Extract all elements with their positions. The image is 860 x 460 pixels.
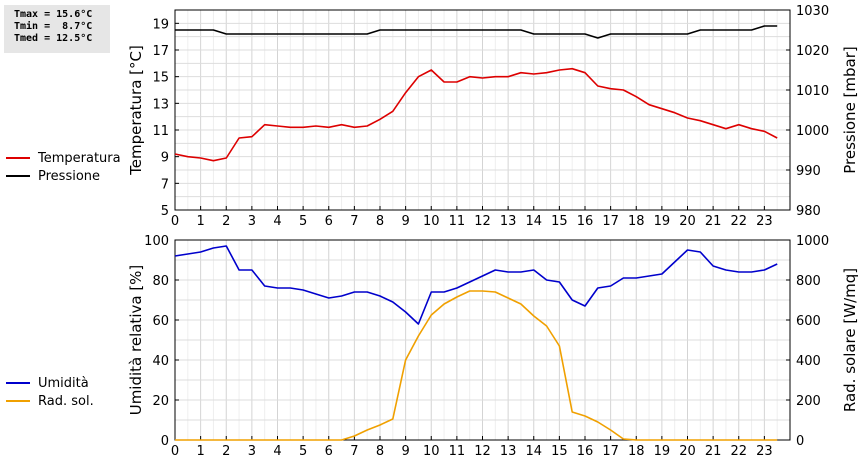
y-tick-label: 13: [152, 97, 169, 112]
x-tick-label: 20: [679, 444, 696, 459]
series-line-1: [175, 290, 778, 441]
x-tick-label: 3: [248, 444, 256, 459]
x-tick-label: 12: [474, 214, 491, 229]
stats-box: Tmax = 15.6°C Tmin = 8.7°C Tmed = 12.5°C: [4, 5, 110, 53]
x-tick-label: 18: [628, 444, 645, 459]
y2-axis-label: Rad. solare [W/mq]: [841, 268, 859, 412]
x-tick-label: 21: [705, 444, 722, 459]
y2-tick-label: 1000: [796, 124, 829, 139]
y2-tick-label: 1000: [796, 234, 829, 249]
x-tick-label: 14: [525, 214, 542, 229]
series-line-0: [174, 245, 778, 325]
y-tick-label: 100: [144, 234, 169, 249]
x-tick-label: 19: [654, 444, 671, 459]
y-tick-label: 80: [152, 274, 169, 289]
y-tick-label: 17: [152, 44, 169, 59]
x-tick-label: 8: [376, 214, 384, 229]
x-tick-label: 19: [654, 214, 671, 229]
tmax-text: Tmax = 15.6°C: [14, 9, 93, 20]
y-tick-label: 20: [152, 394, 169, 409]
x-tick-label: 4: [273, 444, 281, 459]
legend-label: Rad. sol.: [38, 394, 94, 409]
x-tick-label: 21: [705, 214, 722, 229]
x-tick-label: 22: [730, 444, 747, 459]
x-tick-label: 10: [423, 214, 440, 229]
x-tick-label: 13: [500, 444, 517, 459]
x-tick-label: 8: [376, 444, 384, 459]
x-tick-label: 9: [401, 214, 409, 229]
y-tick-label: 7: [161, 177, 169, 192]
x-tick-label: 0: [171, 214, 179, 229]
x-tick-label: 6: [325, 214, 333, 229]
y-axis-label: Temperatura [°C]: [127, 45, 145, 176]
x-tick-label: 4: [273, 214, 281, 229]
x-tick-label: 5: [299, 444, 307, 459]
x-tick-label: 7: [350, 444, 358, 459]
x-tick-label: 18: [628, 214, 645, 229]
x-tick-label: 23: [756, 444, 773, 459]
x-tick-label: 11: [449, 214, 466, 229]
y2-tick-label: 1010: [796, 84, 829, 99]
x-tick-label: 1: [196, 214, 204, 229]
y-tick-label: 40: [152, 354, 169, 369]
y2-tick-label: 1030: [796, 4, 829, 19]
x-tick-label: 16: [577, 444, 594, 459]
y2-tick-label: 0: [796, 434, 804, 449]
x-tick-label: 6: [325, 444, 333, 459]
y-tick-label: 9: [161, 151, 169, 166]
x-tick-label: 15: [551, 214, 568, 229]
legend-label: Temperatura: [37, 151, 121, 166]
y2-tick-label: 980: [796, 204, 821, 219]
y-tick-label: 60: [152, 314, 169, 329]
x-tick-label: 17: [602, 214, 619, 229]
y2-axis-label: Pressione [mbar]: [841, 46, 859, 174]
x-tick-label: 2: [222, 214, 230, 229]
tmed-text: Tmed = 12.5°C: [14, 33, 93, 44]
x-tick-label: 3: [248, 214, 256, 229]
x-tick-label: 22: [730, 214, 747, 229]
x-tick-label: 12: [474, 444, 491, 459]
y-axis-label: Umidità relativa [%]: [127, 265, 145, 416]
series-line-1: [175, 25, 778, 39]
y-tick-label: 0: [161, 434, 169, 449]
x-tick-label: 2: [222, 444, 230, 459]
x-tick-label: 16: [577, 214, 594, 229]
series-line-0: [174, 67, 778, 162]
x-tick-label: 13: [500, 214, 517, 229]
x-tick-label: 17: [602, 444, 619, 459]
x-tick-label: 7: [350, 214, 358, 229]
y-tick-label: 19: [152, 17, 169, 32]
x-tick-label: 15: [551, 444, 568, 459]
y-tick-label: 15: [152, 71, 169, 86]
x-tick-label: 14: [525, 444, 542, 459]
y2-tick-label: 1020: [796, 44, 829, 59]
x-tick-label: 1: [196, 444, 204, 459]
x-tick-label: 20: [679, 214, 696, 229]
legend-label: Umidità: [38, 376, 89, 391]
x-tick-label: 5: [299, 214, 307, 229]
y-tick-label: 5: [161, 204, 169, 219]
x-tick-label: 9: [401, 444, 409, 459]
x-tick-label: 23: [756, 214, 773, 229]
chart-bottom: 0 1 2 3 4 5 6 7 8 9 10 11 12 13 14 15 16 17 18 19 20 21 22 2302…: [6, 234, 859, 459]
y2-tick-label: 200: [796, 394, 821, 409]
chart-top: 0 1 2 3 4 5 6 7 8 9 10 11 12 13 14 15 16 17 18 19 20 21 22 2357…: [6, 4, 859, 229]
x-tick-label: 0: [171, 444, 179, 459]
legend-label: Pressione: [38, 169, 100, 184]
y2-tick-label: 990: [796, 164, 821, 179]
y2-tick-label: 800: [796, 274, 821, 289]
y2-tick-label: 400: [796, 354, 821, 369]
x-tick-label: 11: [449, 444, 466, 459]
y-tick-label: 11: [152, 124, 169, 139]
tmin-text: Tmin = 8.7°C: [14, 21, 93, 32]
x-tick-label: 10: [423, 444, 440, 459]
y2-tick-label: 600: [796, 314, 821, 329]
